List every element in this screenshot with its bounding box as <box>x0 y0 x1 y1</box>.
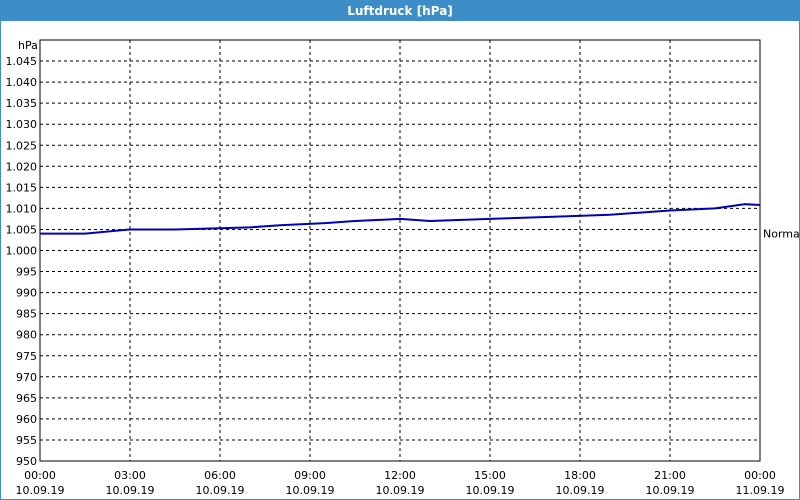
x-tick-date: 10.09.19 <box>16 484 65 497</box>
y-tick-label: 1.000 <box>6 245 38 258</box>
y-tick-label: 980 <box>16 329 37 342</box>
y-tick-label: 1.045 <box>6 55 38 68</box>
y-tick-label: 1.025 <box>6 139 38 152</box>
x-tick-date: 10.09.19 <box>196 484 245 497</box>
title-bar <box>0 0 800 21</box>
y-tick-label: 985 <box>16 308 37 321</box>
y-tick-label: 965 <box>16 392 37 405</box>
y-tick-label: 950 <box>16 455 37 468</box>
x-tick-date: 10.09.19 <box>556 484 605 497</box>
x-tick-label: 03:00 <box>114 469 146 482</box>
x-tick-label: 21:00 <box>654 469 686 482</box>
y-tick-label: 955 <box>16 434 37 447</box>
y-tick-label: 995 <box>16 266 37 279</box>
x-tick-date: 10.09.19 <box>466 484 515 497</box>
y-tick-label: 1.030 <box>6 118 38 131</box>
y-tick-label: 1.010 <box>6 202 38 215</box>
x-tick-date: 10.09.19 <box>106 484 155 497</box>
y-tick-label: 970 <box>16 371 37 384</box>
x-tick-label: 12:00 <box>384 469 416 482</box>
y-tick-label: 975 <box>16 350 37 363</box>
annotation: Normal <box>763 228 800 241</box>
y-tick-label: 1.035 <box>6 97 38 110</box>
y-tick-label: 990 <box>16 287 37 300</box>
x-tick-label: 09:00 <box>294 469 326 482</box>
x-tick-date: 11.09.19 <box>736 484 785 497</box>
y-axis-label: hPa <box>18 39 38 52</box>
x-tick-label: 00:00 <box>744 469 776 482</box>
x-tick-date: 10.09.19 <box>286 484 335 497</box>
x-tick-label: 18:00 <box>564 469 596 482</box>
chart-title: Luftdruck [hPa] <box>347 4 453 18</box>
x-tick-label: 15:00 <box>474 469 506 482</box>
x-tick-label: 06:00 <box>204 469 236 482</box>
plot-frame <box>39 39 761 462</box>
y-tick-label: 1.015 <box>6 181 38 194</box>
x-tick-date: 10.09.19 <box>646 484 695 497</box>
x-tick-label: 00:00 <box>24 469 56 482</box>
y-tick-label: 960 <box>16 413 37 426</box>
y-tick-label: 1.005 <box>6 223 38 236</box>
x-tick-date: 10.09.19 <box>376 484 425 497</box>
y-tick-label: 1.020 <box>6 160 38 173</box>
y-tick-label: 1.040 <box>6 76 38 89</box>
data-line <box>40 203 761 235</box>
